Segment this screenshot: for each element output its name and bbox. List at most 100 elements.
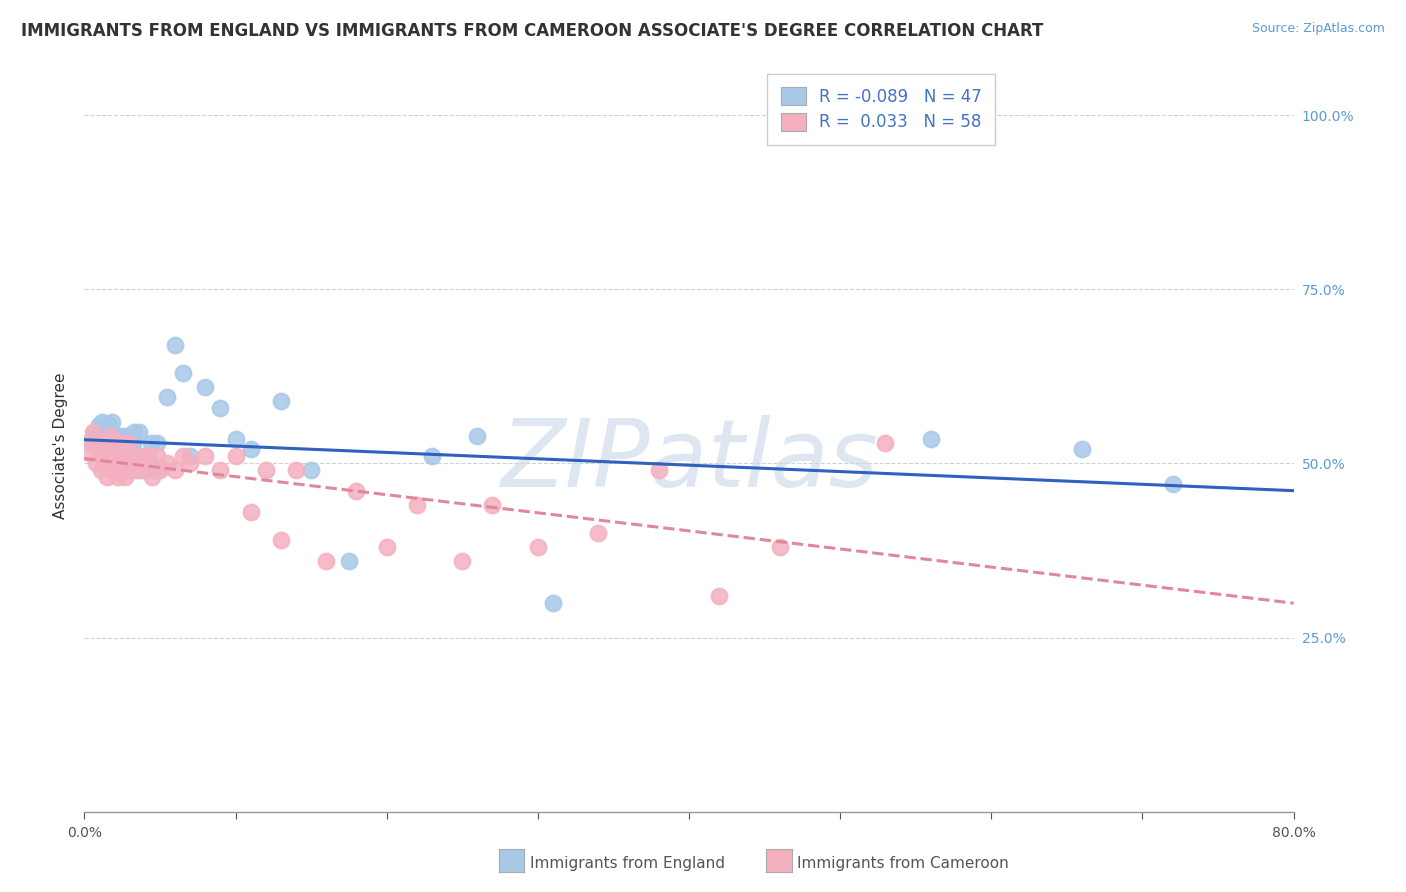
Point [93,442,115,457]
Point [80,432,103,446]
Text: Immigrants from Cameroon: Immigrants from Cameroon [797,856,1010,871]
Point [209,401,232,415]
Point [337,554,360,568]
Point [141,470,163,484]
Text: IMMIGRANTS FROM ENGLAND VS IMMIGRANTS FROM CAMEROON ASSOCIATE'S DEGREE CORRELATI: IMMIGRANTS FROM ENGLAND VS IMMIGRANTS FR… [21,22,1043,40]
Point [107,439,129,453]
Point [104,435,127,450]
Point [139,435,162,450]
Point [104,435,127,450]
Point [346,484,368,499]
Y-axis label: Associate's Degree: Associate's Degree [53,373,69,519]
Point [270,533,292,547]
Point [94,457,117,471]
Point [100,463,122,477]
Point [709,589,731,603]
Point [467,428,489,442]
Point [209,463,232,477]
Point [156,390,179,404]
Point [121,450,143,464]
Point [254,463,277,477]
Point [90,463,112,477]
Point [97,418,120,433]
Point [125,463,148,477]
Point [451,554,474,568]
Point [481,498,503,512]
Point [127,450,149,464]
Point [128,425,150,439]
Point [77,446,100,460]
Point [1161,477,1184,491]
Point [172,366,194,380]
Point [588,526,610,541]
Point [108,450,131,464]
Point [89,442,111,457]
Text: Source: ZipAtlas.com: Source: ZipAtlas.com [1251,22,1385,36]
Point [136,450,159,464]
Point [131,450,153,464]
Point [84,425,107,439]
Point [225,432,247,446]
Text: Immigrants from England: Immigrants from England [530,856,725,871]
Point [96,428,118,442]
Point [105,457,128,471]
Point [136,450,159,464]
Point [115,463,138,477]
Point [920,432,942,446]
Point [115,450,138,464]
Point [101,450,124,464]
Point [149,463,172,477]
Point [769,540,792,554]
Point [117,435,139,450]
Point [156,457,179,471]
Point [172,450,194,464]
Point [120,450,142,464]
Point [91,415,114,429]
Point [105,450,128,464]
Point [142,463,165,477]
Point [179,450,201,464]
Point [121,435,143,450]
Point [225,450,247,464]
Point [98,428,121,442]
Point [93,435,115,450]
Point [112,428,135,442]
Point [125,457,148,471]
Point [114,470,136,484]
Point [527,540,550,554]
Point [128,463,150,477]
Point [82,425,104,439]
Point [118,457,141,471]
Point [406,498,429,512]
Point [315,554,337,568]
Point [120,463,142,477]
Point [165,463,187,477]
Point [1071,442,1094,457]
Point [146,435,169,450]
Point [122,425,145,439]
Legend: R = -0.089   N = 47, R =  0.033   N = 58: R = -0.089 N = 47, R = 0.033 N = 58 [768,74,995,145]
Point [194,380,217,394]
Point [100,415,122,429]
Point [131,457,153,471]
Point [165,338,187,352]
Point [420,450,443,464]
Point [299,463,322,477]
Point [89,418,111,433]
Point [86,457,108,471]
Point [97,450,120,464]
Point [541,596,564,610]
Point [270,393,292,408]
Point [107,470,129,484]
Point [111,463,134,477]
Point [285,463,308,477]
Point [375,540,398,554]
Point [112,450,135,464]
Point [146,450,169,464]
Point [239,442,262,457]
Point [91,450,114,464]
Text: ZIPatlas: ZIPatlas [501,415,877,506]
Point [134,463,156,477]
Point [110,435,132,450]
Point [194,450,217,464]
